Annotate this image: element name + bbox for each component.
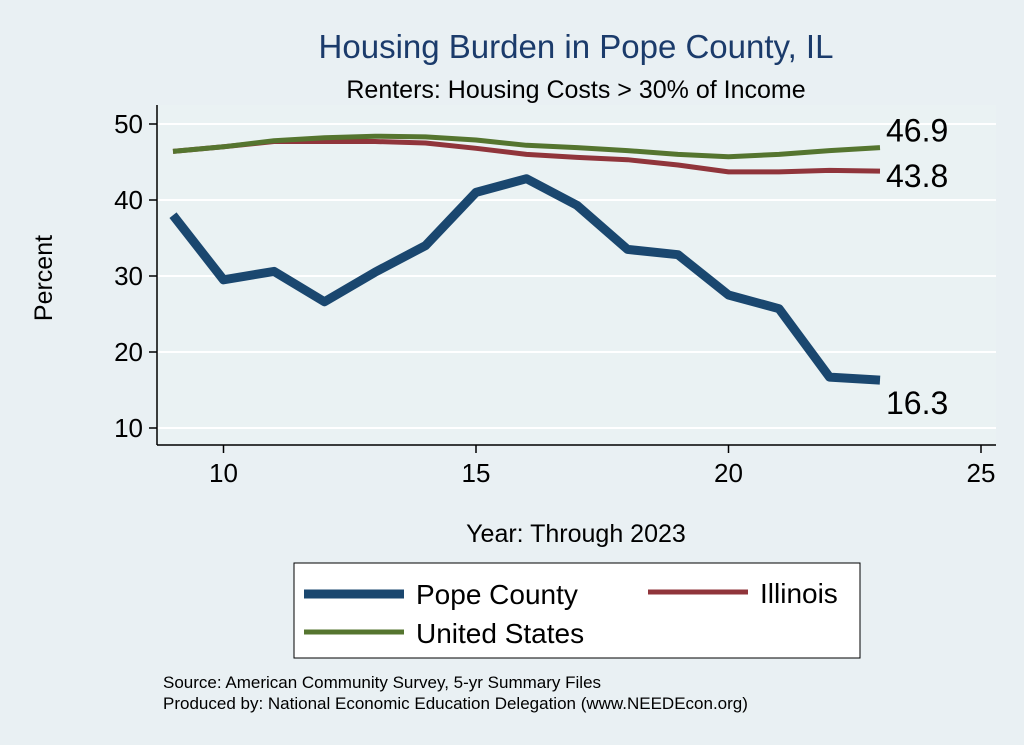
source-note: Source: American Community Survey, 5-yr …: [163, 673, 601, 692]
x-tick-label: 15: [462, 458, 491, 488]
end-label-united-states: 46.9: [886, 113, 948, 149]
x-axis-title: Year: Through 2023: [466, 520, 686, 548]
end-label-illinois: 43.8: [886, 158, 948, 194]
y-tick-label: 50: [114, 109, 143, 139]
x-tick-label: 10: [209, 458, 238, 488]
axis-ticks: 10 20 30 40 50 10 15 20 25: [114, 109, 995, 488]
produced-note: Produced by: National Economic Education…: [163, 694, 748, 713]
legend: Pope County Illinois United States: [293, 562, 861, 659]
y-axis-title: Percent: [30, 235, 58, 321]
x-tick-label: 25: [967, 458, 996, 488]
y-tick-label: 30: [114, 261, 143, 291]
legend-label-pope-county: Pope County: [416, 579, 578, 610]
legend-label-illinois: Illinois: [760, 578, 838, 609]
chart-subtitle: Renters: Housing Costs > 30% of Income: [346, 76, 805, 104]
x-tick-label: 20: [714, 458, 743, 488]
y-tick-label: 10: [114, 413, 143, 443]
legend-box: [293, 562, 861, 659]
chart-title: Housing Burden in Pope County, IL: [319, 28, 834, 65]
series-lines: [169, 133, 881, 385]
end-labels: 16.3 43.8 46.9: [886, 113, 948, 422]
y-tick-label: 20: [114, 337, 143, 367]
end-label-pope-county: 16.3: [886, 385, 948, 421]
y-tick-label: 40: [114, 185, 143, 215]
legend-label-united-states: United States: [416, 618, 584, 649]
